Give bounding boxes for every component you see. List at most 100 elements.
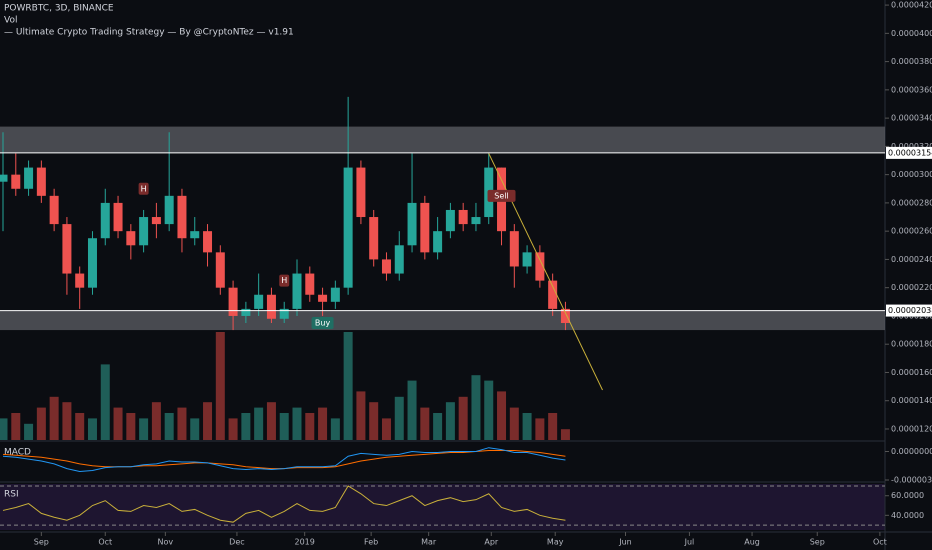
macd-line [2, 447, 566, 472]
candle-body [433, 231, 443, 253]
candle-body [190, 231, 200, 239]
strategy-label: — Ultimate Crypto Trading Strategy — By … [4, 28, 294, 38]
candle-body [445, 209, 455, 232]
candle-body [318, 294, 328, 302]
candle-body [279, 308, 289, 319]
volume-bar [484, 380, 494, 440]
x-tick-label: Sep [810, 538, 825, 547]
volume-bar [548, 413, 558, 440]
zone-band [0, 126, 885, 153]
volume-bar [24, 423, 34, 440]
volume-bar [343, 332, 353, 440]
candle-body [75, 273, 85, 288]
volume-bar [62, 402, 72, 440]
x-tick-label: Aug [744, 538, 760, 547]
volume-bar [356, 391, 366, 440]
candle-body [381, 259, 391, 274]
signal-label: Buy [315, 319, 331, 328]
candle-body [62, 224, 72, 274]
volume-bar [445, 402, 455, 440]
macd-label: MACD [4, 448, 31, 458]
macd-tick-label: -0.00000300 [891, 476, 932, 485]
volume-label: Vol [4, 16, 17, 26]
signal-box [487, 189, 516, 202]
candle-body [254, 294, 264, 309]
x-tick-label: Dec [229, 538, 244, 547]
volume-bar [177, 407, 187, 440]
x-tick-label: Oct [873, 538, 887, 547]
level-label-box [886, 146, 932, 159]
candle-body [292, 273, 302, 309]
candle-body [151, 217, 161, 225]
candle-body [113, 202, 123, 232]
signal-label: H [281, 276, 287, 285]
signal-label: H [141, 184, 147, 193]
candle-body [177, 195, 187, 239]
rsi-background [0, 484, 885, 530]
volume-bar [394, 396, 404, 440]
volume-bar [100, 364, 110, 440]
x-tick-label: Jun [618, 538, 632, 547]
candle-body [369, 217, 379, 260]
volume-bar [215, 332, 225, 440]
candle-body [330, 287, 340, 302]
rsi-line [2, 485, 566, 523]
candle-body [420, 202, 430, 253]
candle-body [522, 252, 532, 267]
candle-body [164, 195, 174, 225]
level-label: 0.00002038 [888, 306, 932, 315]
volume-bar [75, 413, 85, 440]
candle-body [100, 202, 110, 239]
volume-bar [330, 418, 340, 440]
volume-bar [49, 396, 59, 440]
volume-bar [497, 391, 507, 440]
signal-label: Sell [494, 191, 508, 200]
volume-bar [151, 402, 161, 440]
candle-body [11, 174, 21, 189]
volume-bar [254, 407, 264, 440]
volume-bar [318, 407, 328, 440]
level-label-box [886, 304, 932, 317]
candle-body [560, 308, 570, 324]
candle-body [139, 217, 149, 246]
signal-box [138, 182, 149, 195]
volume-bar [369, 402, 379, 440]
candle-body [509, 231, 519, 267]
zone-band [0, 310, 885, 331]
volume-bar [11, 413, 21, 440]
candle-body [356, 167, 366, 218]
candle-body [49, 195, 59, 225]
candle-body [548, 280, 558, 309]
y-tick-label: 0.00004200 [891, 1, 932, 10]
candle-body [87, 238, 97, 288]
candle-body [394, 245, 404, 274]
volume-bar [471, 375, 481, 440]
volume-bar [126, 413, 136, 440]
volume-bar [228, 418, 238, 440]
candle-body [305, 273, 315, 295]
volume-bar [433, 413, 443, 440]
volume-bar [560, 429, 570, 440]
volume-bar [164, 413, 174, 440]
rsi-tick-label: 40.0000 [891, 511, 924, 520]
candle-body [535, 252, 545, 281]
volume-bar [305, 413, 315, 440]
volume-bar [139, 418, 149, 440]
volume-bar [509, 407, 519, 440]
x-tick-label: Sep [34, 538, 49, 547]
volume-bar [87, 418, 97, 440]
candle-body [266, 294, 276, 319]
rsi-tick-label: 60.0000 [891, 491, 924, 500]
volume-bar [381, 418, 391, 440]
x-tick-label: Jul [684, 538, 695, 547]
